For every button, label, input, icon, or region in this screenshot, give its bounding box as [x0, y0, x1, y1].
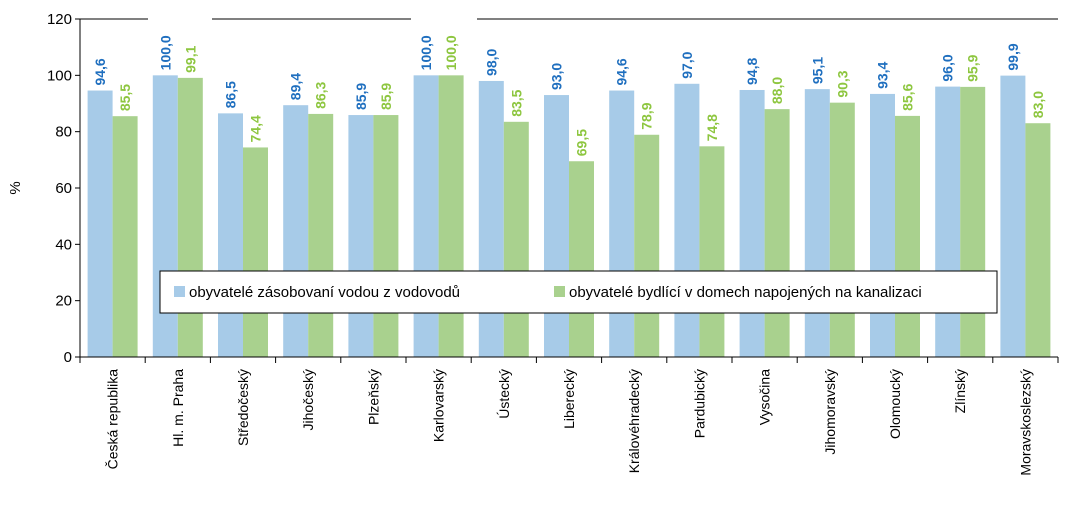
x-tick-label: Vysočina: [757, 369, 773, 426]
bar-sewerage: [764, 109, 790, 357]
bar-water-supply: [870, 93, 895, 357]
bar-water-supply: [413, 75, 439, 357]
bar-sewerage: [373, 115, 399, 357]
x-tick-label: Královéhradecký: [626, 369, 642, 473]
bar-water-supply: [544, 95, 569, 358]
bar-water-supply: [739, 89, 765, 357]
bar-water-supply: [935, 86, 961, 357]
data-label: 94,8: [744, 58, 760, 85]
data-label: 99,9: [1005, 43, 1021, 70]
y-tick-label: 60: [55, 180, 72, 197]
legend-label: obyvatelé zásobovaní vodou z vodovodů: [189, 284, 460, 301]
bar-sewerage: [634, 134, 660, 357]
data-label: 100,0: [157, 35, 173, 70]
data-label: 89,4: [288, 73, 304, 100]
y-tick-label: 0: [64, 349, 72, 366]
data-label: 95,1: [809, 57, 825, 84]
y-tick-label: 40: [55, 236, 72, 253]
data-label: 90,3: [834, 70, 850, 97]
legend: [159, 270, 998, 314]
x-tick-label: Pardubický: [691, 369, 707, 438]
x-tick-label: Zlínský: [952, 369, 968, 413]
data-label: 93,4: [875, 61, 891, 88]
bar-sewerage: [895, 115, 920, 357]
data-label: 83,0: [1030, 91, 1046, 118]
x-tick-label: Středočeský: [235, 369, 251, 446]
bar-water-supply: [218, 113, 243, 357]
bar-sewerage: [308, 113, 334, 358]
bar-water-supply: [152, 75, 178, 357]
legend-swatch: [554, 286, 565, 297]
bar-water-supply: [283, 105, 309, 357]
bar-sewerage: [829, 102, 855, 357]
data-label: 88,0: [769, 77, 785, 104]
x-tick-label: Moravskoslezský: [1017, 369, 1033, 476]
x-tick-label: Olomoucký: [887, 369, 903, 439]
data-label: 96,0: [940, 54, 956, 81]
data-label: 95,9: [965, 54, 981, 81]
bar-water-supply: [1000, 75, 1026, 358]
x-tick-label: Hl. m. Praha: [170, 369, 186, 447]
bar-water-supply: [348, 115, 374, 357]
data-label: 99,1: [182, 45, 198, 72]
y-tick-label: 80: [55, 124, 72, 141]
bar-water-supply: [87, 90, 113, 357]
data-label: 74,4: [248, 115, 264, 142]
bar-water-supply: [609, 90, 635, 357]
data-label: 85,6: [900, 83, 916, 110]
bar-sewerage: [177, 77, 203, 357]
data-label: 85,9: [353, 83, 369, 110]
y-tick-label: 20: [55, 293, 72, 310]
x-tick-label: Liberecký: [561, 369, 577, 429]
y-axis-title: %: [7, 181, 24, 194]
data-label: 94,6: [614, 58, 630, 85]
bar-sewerage: [503, 121, 529, 357]
x-tick-label: Jihočeský: [300, 369, 316, 430]
data-label: 86,3: [313, 81, 329, 108]
y-tick-label: 100: [47, 67, 72, 84]
bar-sewerage: [112, 116, 138, 357]
data-label: 100,0: [418, 35, 434, 70]
data-label: 85,9: [378, 83, 394, 110]
bar-sewerage: [243, 147, 268, 357]
legend-swatch: [174, 286, 185, 297]
data-label: 94,6: [92, 58, 108, 85]
legend-label: obyvatelé bydlící v domech napojených na…: [569, 284, 922, 301]
x-tick-label: Ústecký: [496, 369, 512, 419]
bar-water-supply: [478, 80, 504, 357]
data-label: 86,5: [223, 81, 239, 108]
x-tick-label: Jihomoravský: [822, 369, 838, 455]
data-label: 78,9: [639, 102, 655, 129]
bar-sewerage: [699, 146, 725, 357]
x-tick-label: Plzeňský: [365, 369, 381, 425]
data-label: 74,8: [704, 114, 720, 141]
data-label: 97,0: [679, 51, 695, 78]
bar-water-supply: [674, 83, 700, 358]
y-tick-label: 120: [47, 11, 72, 28]
bar-sewerage: [569, 161, 594, 357]
data-label: 69,5: [574, 129, 590, 156]
data-label: 98,0: [483, 49, 499, 76]
bar-sewerage: [1025, 123, 1051, 357]
x-tick-label: Karlovarský: [431, 369, 447, 442]
bar-sewerage: [960, 86, 986, 358]
data-label: 85,5: [117, 84, 133, 111]
bar-sewerage: [438, 75, 464, 357]
data-label: 100,0: [443, 35, 459, 70]
data-label: 83,5: [508, 89, 524, 116]
x-tick-label: Česká republika: [105, 369, 121, 470]
data-label: 93,0: [549, 63, 565, 90]
bar-water-supply: [804, 89, 830, 357]
